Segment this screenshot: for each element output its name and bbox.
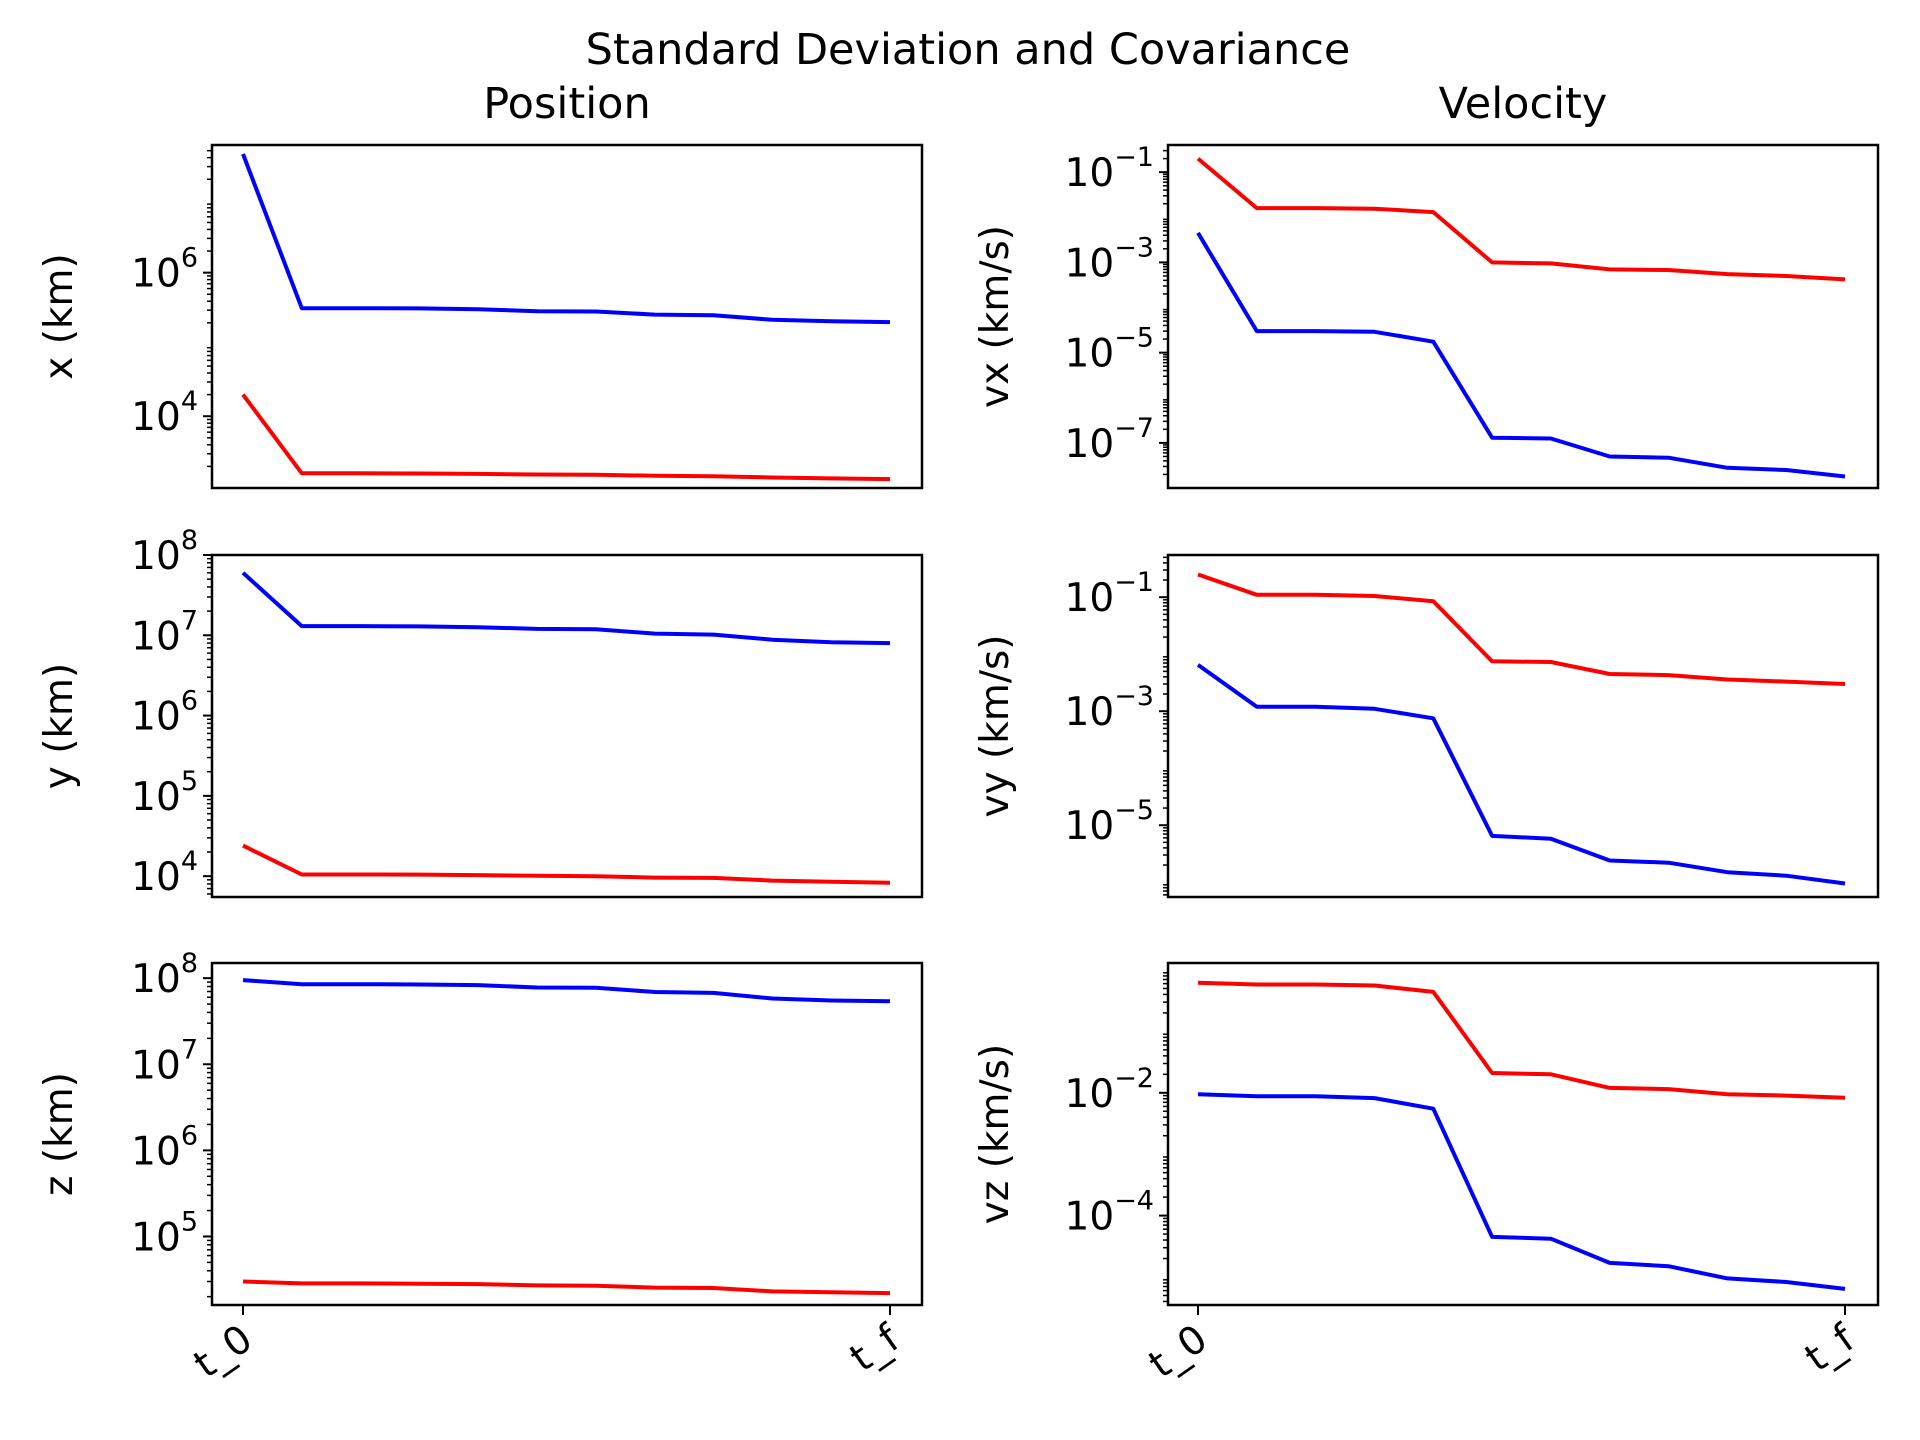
plot-frame (1166, 961, 1880, 1307)
y-axis-label: y (km) (37, 663, 82, 789)
y-tick-label: 10−4 (1065, 1186, 1154, 1240)
y-tick-label: 10−7 (1065, 413, 1154, 467)
series-line-red (1196, 157, 1846, 282)
series-line-red (241, 393, 891, 482)
y-tick-label: 10−3 (1065, 232, 1154, 286)
y-axis-label: z (km) (37, 1072, 82, 1196)
series-line-red (242, 1279, 891, 1296)
series-line-blue (242, 978, 891, 1004)
x-tick-label: t_f (1797, 1316, 1864, 1381)
series-line-red (1197, 980, 1846, 1100)
plot-frame (1166, 553, 1880, 899)
plot-frame (210, 143, 924, 490)
series-line-blue (241, 153, 891, 325)
y-tick-label: 108 (131, 948, 198, 1002)
x-tick-label: t_f (842, 1316, 909, 1381)
y-tick-label: 104 (131, 386, 198, 440)
y-tick-label: 10−5 (1065, 323, 1154, 377)
column-title-velocity: Velocity (1439, 79, 1608, 129)
series-line-red (242, 843, 891, 885)
subplot-x: 104 106 x (km) (37, 143, 924, 490)
series-line-blue (1197, 1092, 1846, 1291)
y-tick-label: 10−5 (1065, 795, 1154, 849)
y-tick-label: 107 (131, 1034, 198, 1088)
y-tick-label: 10−3 (1065, 681, 1154, 735)
subplot-z: 105 106 107 108 z (km) t_0 t_f (37, 948, 924, 1387)
subplot-y: 104 105 106 107 108 y (km) (37, 525, 924, 900)
y-axis-label: x (km) (37, 253, 82, 379)
x-tick-label: t_0 (186, 1316, 261, 1387)
series-line-red (1197, 572, 1846, 686)
y-tick-label: 104 (131, 846, 198, 900)
plot-frame (1166, 143, 1880, 490)
series-line-blue (1196, 663, 1846, 886)
y-tick-label: 10−1 (1065, 142, 1154, 196)
y-tick-label: 105 (131, 1206, 198, 1260)
series-line-blue (1196, 231, 1846, 479)
plot-frame (210, 553, 924, 899)
plot-frame (210, 961, 924, 1307)
y-tick-label: 10−2 (1065, 1063, 1154, 1117)
y-tick-label: 105 (131, 766, 198, 820)
series-line-blue (241, 571, 891, 646)
figure-title: Standard Deviation and Covariance (586, 25, 1351, 75)
y-axis-label: vx (km/s) (973, 225, 1018, 408)
y-tick-label: 10−1 (1065, 567, 1154, 621)
y-tick-label: 106 (131, 243, 198, 297)
subplot-vz: 10−2 10−4 vz (km/s) t_0 t_f (973, 961, 1880, 1387)
x-tick-label: t_0 (1141, 1316, 1216, 1387)
subplot-vy: 10−1 10−3 10−5 vy (km/s) (973, 553, 1880, 899)
subplot-vx: 10−1 10−3 10−5 10−7 vx (km/s) (973, 142, 1880, 490)
y-axis-label: vz (km/s) (973, 1044, 1018, 1224)
y-axis-label: vy (km/s) (973, 634, 1018, 817)
y-tick-label: 108 (131, 525, 198, 579)
y-tick-label: 106 (131, 1120, 198, 1174)
y-tick-label: 107 (131, 605, 198, 659)
y-tick-label: 106 (131, 686, 198, 740)
column-title-position: Position (483, 79, 650, 129)
